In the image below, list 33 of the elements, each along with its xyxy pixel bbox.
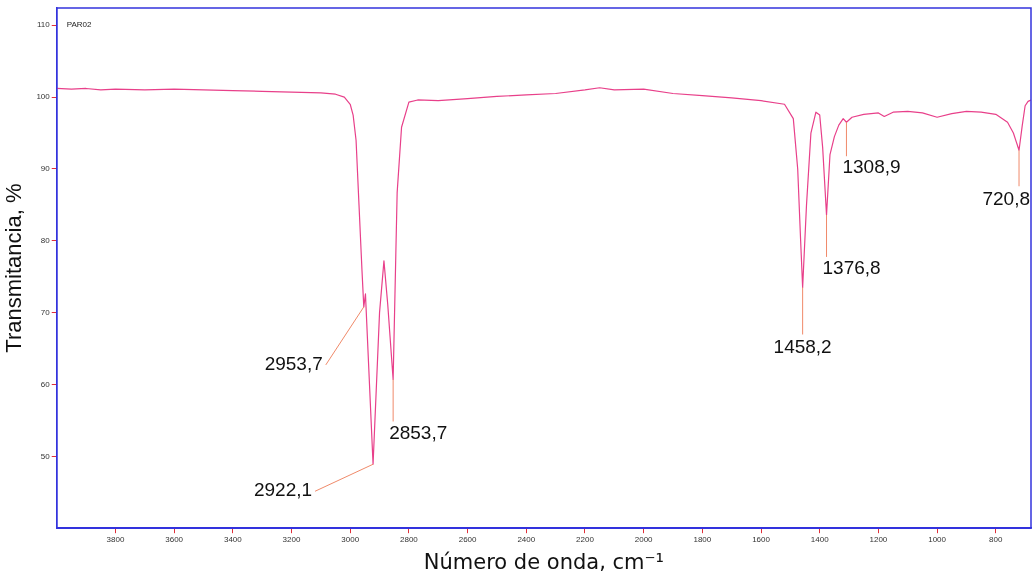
y-tick-label: 70	[40, 307, 51, 317]
annotation: PAR02	[66, 20, 93, 30]
x-tick-label: 2600	[458, 535, 478, 545]
x-tick-label: 1400	[810, 535, 830, 545]
annotation: 1458,2	[773, 335, 832, 357]
x-tick-label: 800	[989, 535, 1003, 545]
y-tick-label: 50	[40, 451, 51, 461]
x-tick-label: 3400	[223, 535, 243, 545]
annotation: 720,8	[982, 188, 1030, 210]
x-tick-label: 1800	[693, 535, 712, 545]
x-tick-label: 2400	[517, 535, 536, 545]
x-tick-label: 1600	[752, 535, 771, 545]
x-tick-label: 2000	[634, 535, 654, 545]
x-tick-label: 3200	[282, 535, 301, 545]
y-tick-label: 100	[36, 92, 51, 102]
annotation: 1308,9	[842, 156, 901, 178]
x-tick-label: 1200	[869, 535, 888, 545]
annotation: 2853,7	[389, 421, 448, 443]
x-tick-label: 2200	[576, 535, 595, 545]
x-tick-label: 3600	[165, 535, 184, 545]
x-tick-label: 2800	[399, 535, 419, 545]
y-tick-label: 60	[40, 379, 51, 389]
y-tick-label: 80	[40, 236, 51, 245]
y-axis-title: Transmitancia, %	[1, 183, 27, 353]
x-tick-label: 1000	[928, 535, 947, 545]
x-axis-title: Número de onda, cm⁻¹	[423, 549, 664, 574]
annotation: 1376,8	[822, 257, 881, 279]
annotation: 2922,1	[253, 479, 313, 501]
x-tick-label: 3800	[106, 535, 125, 545]
y-tick-label: 90	[40, 164, 51, 174]
y-tick-label: 110	[36, 20, 51, 30]
annotation: 2953,7	[264, 353, 323, 375]
x-tick-label: 3000	[341, 535, 360, 545]
